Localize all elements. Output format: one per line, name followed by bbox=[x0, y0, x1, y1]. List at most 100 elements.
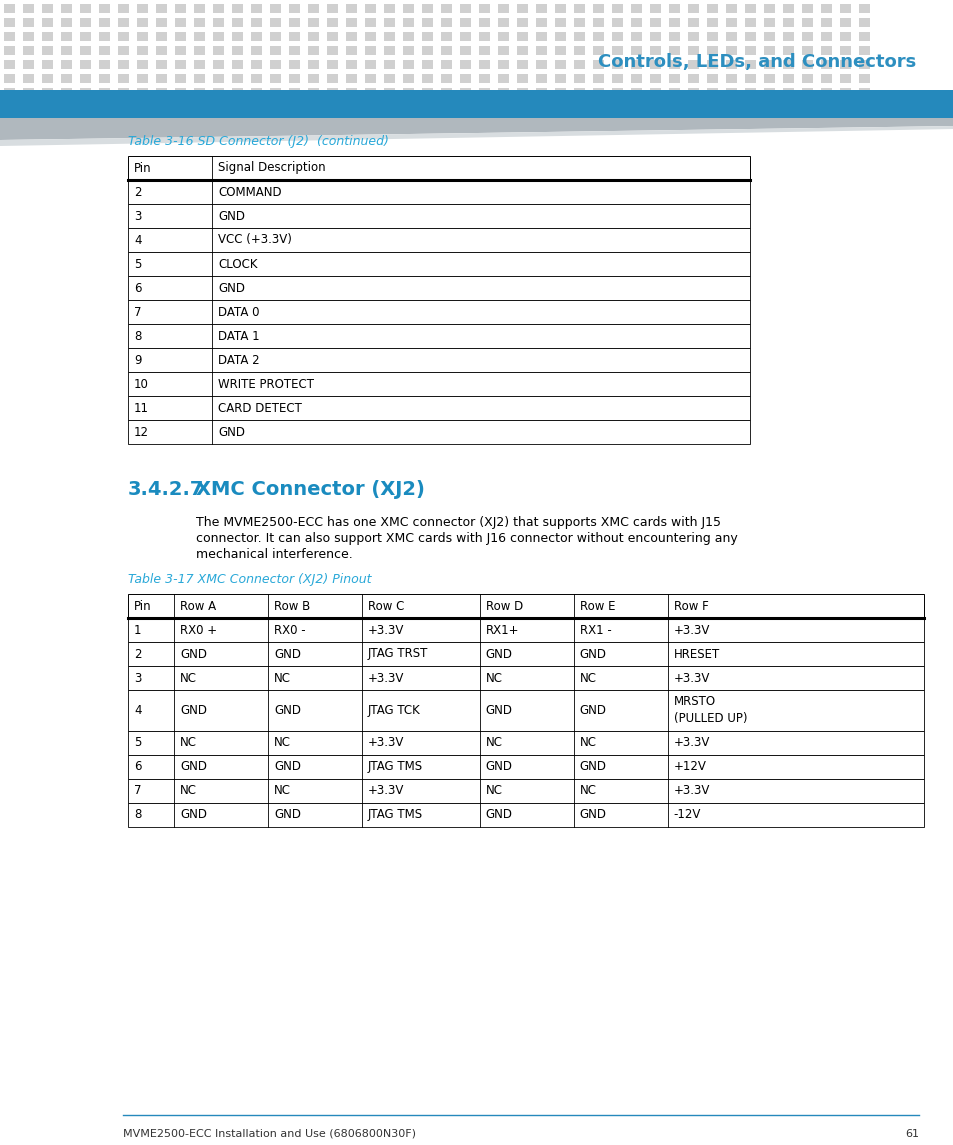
Text: WRITE PROTECT: WRITE PROTECT bbox=[217, 378, 314, 390]
Bar bbox=[118, 18, 129, 27]
Bar bbox=[858, 60, 869, 69]
Bar bbox=[801, 32, 812, 41]
Bar bbox=[174, 88, 186, 97]
Bar bbox=[840, 32, 850, 41]
Bar bbox=[478, 60, 490, 69]
Bar bbox=[555, 74, 565, 82]
Bar bbox=[156, 46, 167, 55]
Bar bbox=[649, 32, 660, 41]
Bar bbox=[346, 3, 356, 13]
Bar bbox=[61, 88, 71, 97]
Bar bbox=[99, 32, 110, 41]
Bar bbox=[593, 46, 603, 55]
Bar bbox=[23, 88, 34, 97]
Bar bbox=[517, 18, 527, 27]
Bar bbox=[649, 18, 660, 27]
Text: -12V: -12V bbox=[673, 808, 700, 821]
Text: +3.3V: +3.3V bbox=[673, 784, 709, 797]
Text: 5: 5 bbox=[133, 736, 141, 749]
Text: 12: 12 bbox=[133, 426, 149, 439]
Bar bbox=[384, 3, 395, 13]
Bar bbox=[193, 3, 205, 13]
Text: RX0 -: RX0 - bbox=[274, 624, 305, 637]
Bar bbox=[118, 32, 129, 41]
Bar bbox=[706, 18, 718, 27]
Bar bbox=[308, 46, 318, 55]
Bar bbox=[251, 32, 262, 41]
Bar bbox=[213, 18, 224, 27]
Bar bbox=[156, 74, 167, 82]
Text: Signal Description: Signal Description bbox=[217, 161, 325, 174]
Bar bbox=[706, 60, 718, 69]
Bar bbox=[402, 32, 414, 41]
Text: 7: 7 bbox=[133, 306, 141, 318]
Bar bbox=[156, 3, 167, 13]
Bar bbox=[649, 46, 660, 55]
Bar bbox=[858, 18, 869, 27]
Bar bbox=[61, 60, 71, 69]
Bar bbox=[858, 74, 869, 82]
Bar bbox=[128, 300, 749, 324]
Text: Row A: Row A bbox=[180, 600, 216, 613]
Bar bbox=[308, 88, 318, 97]
Bar bbox=[99, 3, 110, 13]
Bar bbox=[687, 60, 699, 69]
Bar bbox=[821, 3, 831, 13]
Bar bbox=[42, 74, 53, 82]
Text: DATA 0: DATA 0 bbox=[217, 306, 259, 318]
Bar bbox=[801, 3, 812, 13]
Bar bbox=[270, 18, 281, 27]
Bar bbox=[630, 46, 641, 55]
Text: 3.4.2.7: 3.4.2.7 bbox=[128, 480, 204, 499]
Bar bbox=[80, 60, 91, 69]
Bar bbox=[193, 74, 205, 82]
Bar bbox=[251, 74, 262, 82]
Bar bbox=[574, 46, 584, 55]
Bar bbox=[459, 3, 471, 13]
Polygon shape bbox=[0, 118, 953, 140]
Bar bbox=[137, 18, 148, 27]
Bar bbox=[137, 46, 148, 55]
Text: GND: GND bbox=[485, 760, 513, 773]
Bar bbox=[517, 46, 527, 55]
Bar bbox=[128, 803, 923, 827]
Bar bbox=[128, 276, 749, 300]
Text: GND: GND bbox=[180, 704, 207, 717]
Bar bbox=[630, 3, 641, 13]
Text: DATA 2: DATA 2 bbox=[217, 354, 259, 366]
Bar bbox=[497, 32, 509, 41]
Bar bbox=[384, 74, 395, 82]
Bar bbox=[174, 3, 186, 13]
Bar bbox=[497, 18, 509, 27]
Text: GND: GND bbox=[485, 704, 513, 717]
Text: NC: NC bbox=[579, 671, 597, 685]
Bar bbox=[858, 32, 869, 41]
Text: NC: NC bbox=[180, 736, 197, 749]
Text: 6: 6 bbox=[133, 760, 141, 773]
Bar bbox=[80, 3, 91, 13]
Bar bbox=[649, 88, 660, 97]
Bar bbox=[440, 3, 452, 13]
Text: +3.3V: +3.3V bbox=[368, 671, 404, 685]
Bar bbox=[763, 74, 774, 82]
Bar bbox=[128, 731, 923, 755]
Bar bbox=[801, 74, 812, 82]
Bar bbox=[128, 690, 923, 731]
Bar bbox=[270, 74, 281, 82]
Text: MRSTO
(PULLED UP): MRSTO (PULLED UP) bbox=[673, 695, 746, 726]
Bar bbox=[574, 60, 584, 69]
Bar bbox=[440, 32, 452, 41]
Bar bbox=[593, 88, 603, 97]
Text: mechanical interference.: mechanical interference. bbox=[195, 548, 353, 561]
Text: RX0 +: RX0 + bbox=[180, 624, 217, 637]
Bar bbox=[4, 46, 15, 55]
Bar bbox=[365, 88, 375, 97]
Bar bbox=[744, 3, 755, 13]
Bar bbox=[763, 18, 774, 27]
Bar bbox=[421, 46, 433, 55]
Bar bbox=[574, 74, 584, 82]
Text: 3: 3 bbox=[133, 671, 141, 685]
Bar bbox=[574, 88, 584, 97]
Text: Pin: Pin bbox=[133, 600, 152, 613]
Text: 10: 10 bbox=[133, 378, 149, 390]
